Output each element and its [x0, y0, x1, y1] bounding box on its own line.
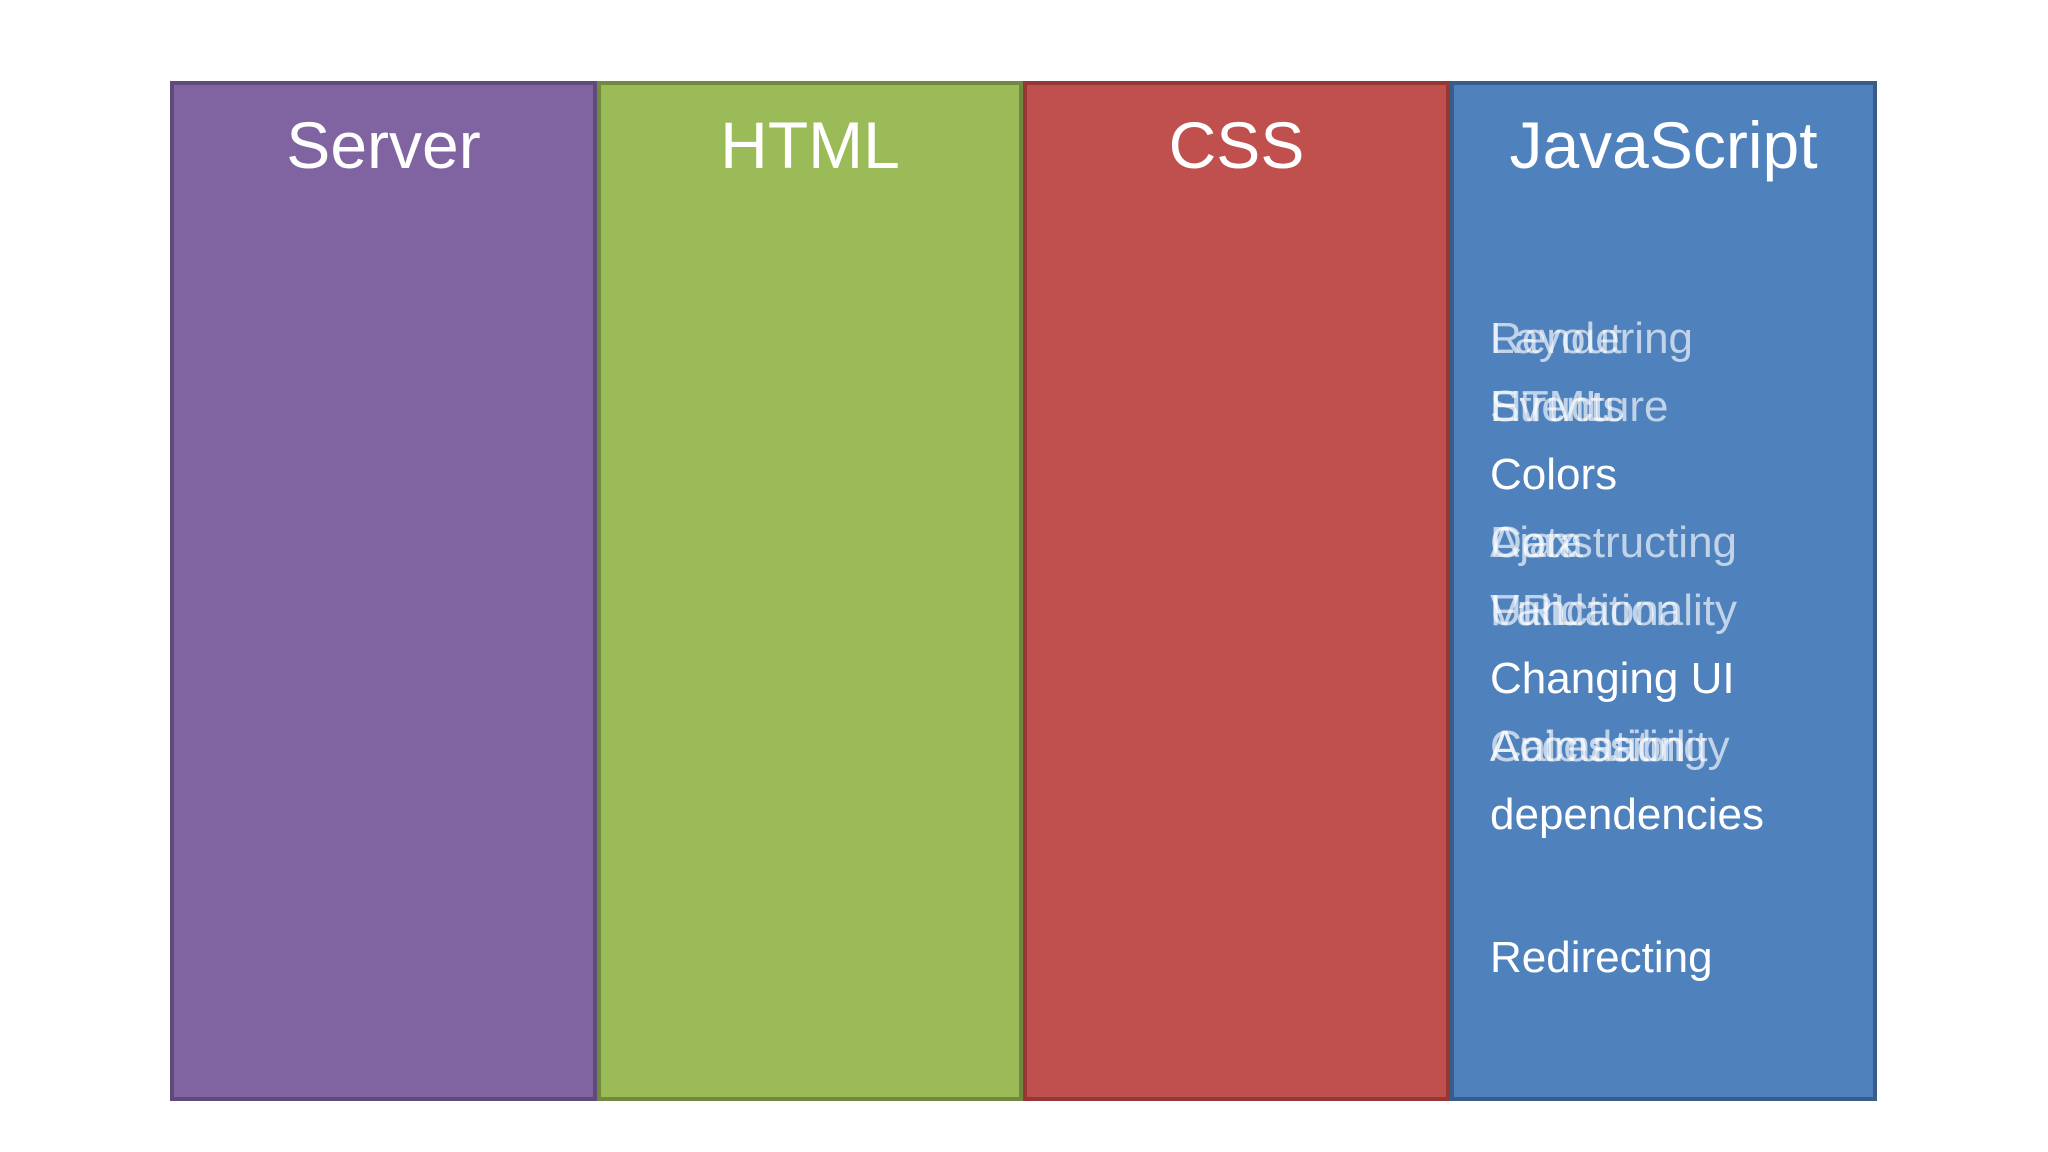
list-item: Rendering [1490, 314, 1694, 363]
list-item: HTML [1490, 382, 1610, 431]
column-title: HTML [720, 108, 900, 182]
list-item: Data [1490, 518, 1583, 567]
list-item: Ajax [1490, 518, 1576, 567]
list-item: Changing UI [1490, 654, 1735, 703]
list-item: Functionality [1490, 586, 1738, 635]
list-item: Accessibility [1490, 722, 1730, 771]
column: JavaScript Rendering Layout HTML Events Struc… [1450, 81, 1877, 1101]
column-title: Server [286, 108, 481, 182]
list-item: Layout [1490, 314, 1623, 363]
list-item: Validation [1490, 586, 1680, 635]
list-item: Constructing [1490, 518, 1738, 567]
column: CSS [1023, 81, 1450, 1101]
list-item: dependencies [1490, 790, 1765, 839]
list-item: Redirecting [1490, 932, 1713, 982]
list-item: Calculating [1490, 722, 1708, 771]
list-item: Events [1490, 382, 1625, 431]
list-item: URL [1490, 586, 1579, 635]
list-item: Animation [1490, 722, 1686, 771]
list-item: Colors [1490, 450, 1618, 499]
column: Server [170, 81, 597, 1101]
list-item: Structure [1490, 382, 1669, 431]
column-title: CSS [1168, 108, 1305, 182]
column-title: JavaScript [1509, 108, 1818, 182]
column: HTML [597, 81, 1023, 1101]
